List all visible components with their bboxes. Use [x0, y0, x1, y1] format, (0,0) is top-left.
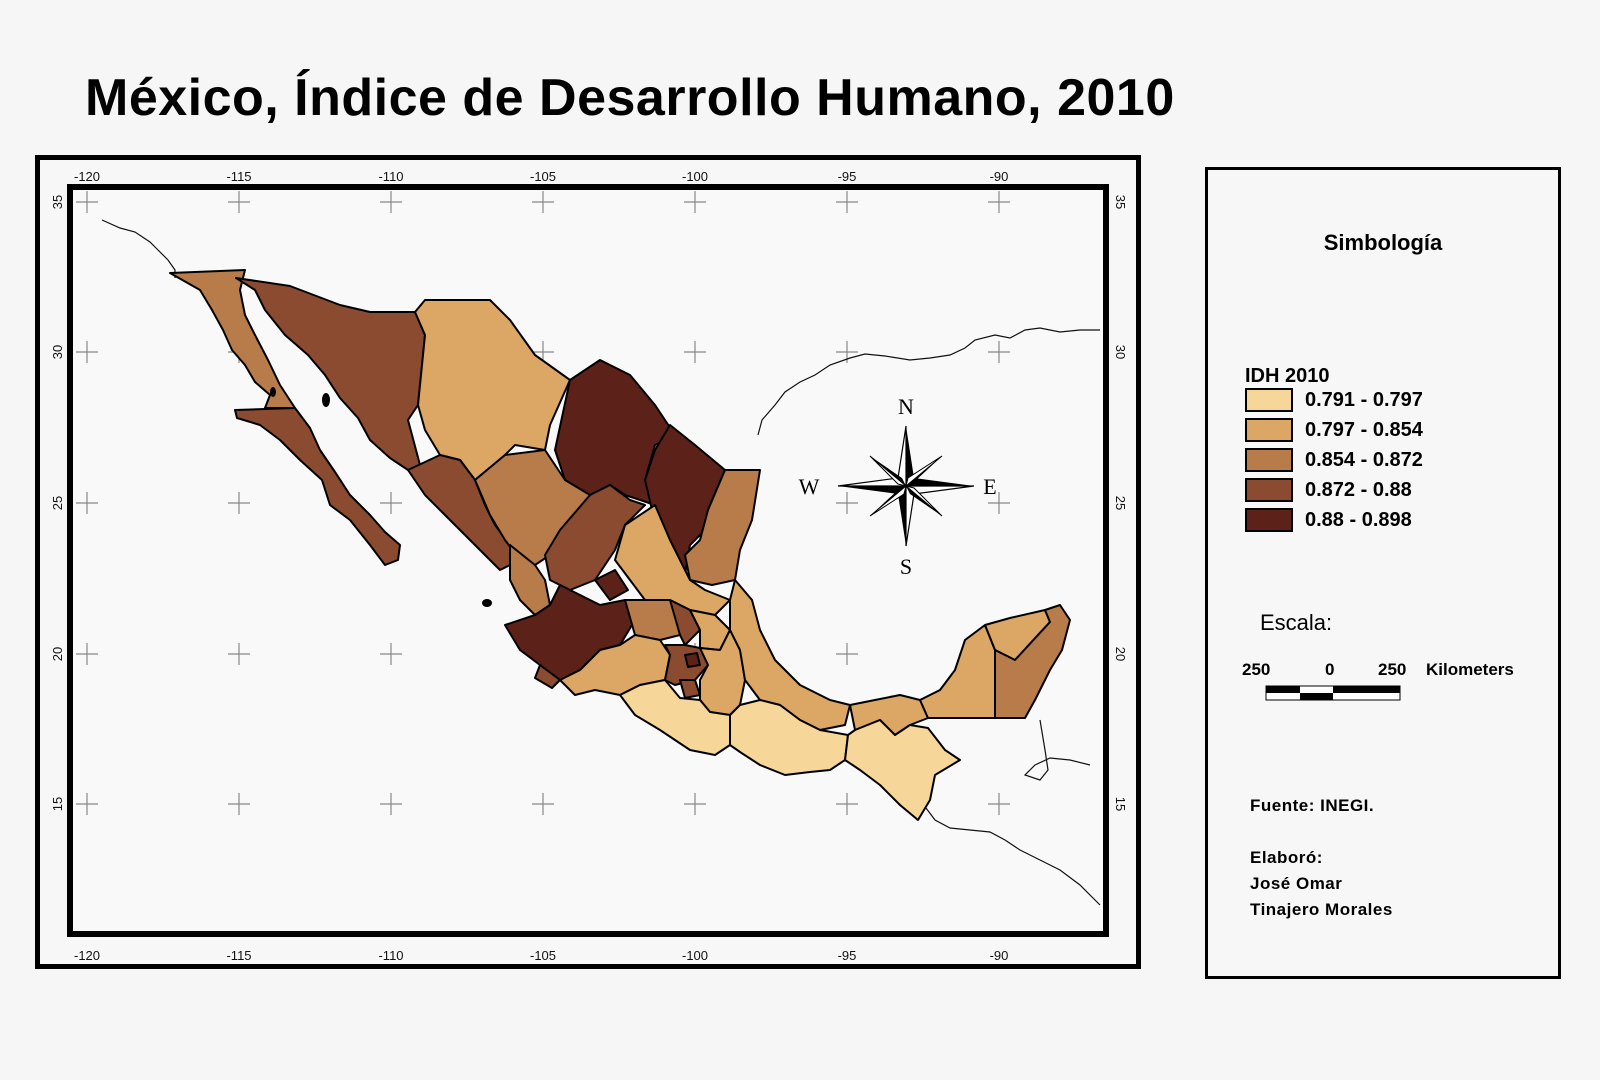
- svg-text:-90: -90: [990, 169, 1009, 184]
- legend-swatch: [1245, 448, 1293, 472]
- state-chiapas: [844, 719, 961, 821]
- state-tamaulipas: [684, 469, 761, 586]
- legend-title: Simbología: [1323, 230, 1443, 255]
- legend-swatch: [1245, 478, 1293, 502]
- svg-text:S: S: [900, 554, 912, 579]
- states: [169, 269, 1071, 821]
- scale-label: Escala:: [1260, 610, 1333, 635]
- svg-text:-90: -90: [990, 948, 1009, 963]
- svg-text:25: 25: [1113, 496, 1128, 510]
- islands: [270, 387, 492, 607]
- legend-class: 0.791 - 0.797: [1245, 386, 1423, 414]
- legend-variable: IDH 2010: [1245, 365, 1330, 387]
- svg-text:25: 25: [50, 496, 65, 510]
- compass-labels: N S W E: [799, 394, 997, 579]
- svg-text:E: E: [983, 474, 996, 499]
- source-text: Fuente: INEGI.: [1250, 796, 1375, 815]
- state-zacatecas: [544, 484, 646, 591]
- state-cdmx: [684, 652, 701, 668]
- state-queretaro: [669, 599, 701, 646]
- svg-text:15: 15: [50, 797, 65, 811]
- scale-right: 250: [1378, 660, 1407, 679]
- svg-text:-110: -110: [378, 948, 403, 963]
- svg-text:W: W: [799, 474, 820, 499]
- svg-text:-115: -115: [226, 948, 251, 963]
- svg-text:-100: -100: [682, 948, 708, 963]
- svg-text:-95: -95: [838, 948, 857, 963]
- mexico-map: N S W E -120 -115 -110 -105 -100 -95 -90…: [50, 169, 1128, 963]
- map-frame: N S W E -120 -115 -110 -105 -100 -95 -90…: [35, 155, 1141, 969]
- scale-center: 0: [1325, 660, 1335, 679]
- legend-panel: Simbología IDH 2010 0.791 - 0.797 0.797 …: [1205, 167, 1561, 979]
- longitude-labels-bottom: -120 -115 -110 -105 -100 -95 -90: [74, 948, 1008, 963]
- svg-text:-105: -105: [530, 948, 556, 963]
- legend-swatch: [1245, 388, 1293, 412]
- svg-text:35: 35: [50, 195, 65, 209]
- latitude-labels-left: 35 30 25 20 15: [50, 195, 65, 811]
- state-chihuahua: [414, 299, 571, 481]
- svg-text:-120: -120: [74, 169, 100, 184]
- scale-bar: [1265, 685, 1401, 701]
- legend-swatch: [1245, 508, 1293, 532]
- svg-text:-115: -115: [226, 169, 251, 184]
- svg-text:-105: -105: [530, 169, 556, 184]
- state-aguascalientes: [594, 569, 629, 601]
- legend-class: 0.872 - 0.88: [1245, 476, 1412, 504]
- svg-text:35: 35: [1113, 195, 1128, 209]
- svg-text:-120: -120: [74, 948, 100, 963]
- svg-text:-95: -95: [838, 169, 857, 184]
- legend-class: 0.854 - 0.872: [1245, 446, 1423, 474]
- state-baja-california-sur: [234, 407, 401, 566]
- legend-swatch: [1245, 418, 1293, 442]
- state-colima: [534, 664, 561, 689]
- legend-class: 0.88 - 0.898: [1245, 506, 1412, 534]
- author-label: Elaboró:: [1250, 848, 1323, 867]
- latitude-labels-right: 35 30 25 20 15: [1113, 195, 1128, 811]
- svg-text:20: 20: [50, 647, 65, 661]
- svg-text:30: 30: [50, 345, 65, 359]
- compass-rose-icon: [837, 425, 975, 547]
- author-name-2: Tinajero Morales: [1250, 900, 1393, 919]
- svg-text:15: 15: [1113, 797, 1128, 811]
- longitude-labels-top: -120 -115 -110 -105 -100 -95 -90: [74, 169, 1008, 184]
- map-title: México, Índice de Desarrollo Humano, 201…: [85, 69, 1175, 127]
- svg-text:20: 20: [1113, 647, 1128, 661]
- scale-left: 250: [1242, 660, 1271, 679]
- legend-class: 0.797 - 0.854: [1245, 416, 1423, 444]
- state-quintana-roo: [994, 604, 1071, 719]
- svg-text:-110: -110: [378, 169, 403, 184]
- author-name-1: José Omar: [1250, 874, 1343, 893]
- svg-text:30: 30: [1113, 345, 1128, 359]
- svg-text:N: N: [898, 394, 914, 419]
- state-sonora: [235, 277, 426, 471]
- scale-unit: Kilometers: [1426, 660, 1514, 679]
- svg-text:-100: -100: [682, 169, 708, 184]
- coastline: [101, 219, 1101, 906]
